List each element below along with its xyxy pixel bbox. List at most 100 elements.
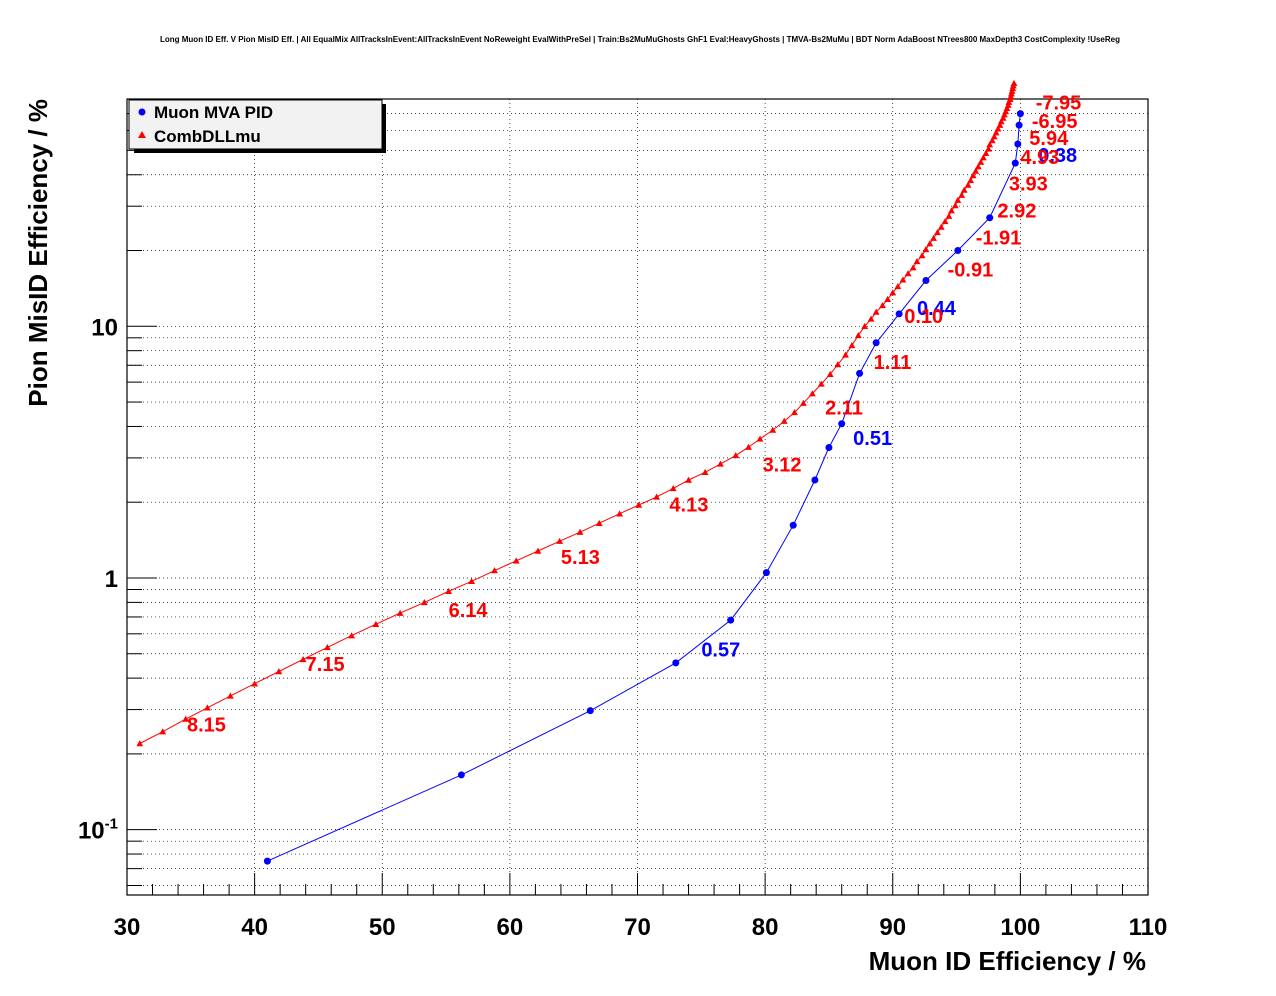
data-point [653,493,661,500]
point-label: -1.91 [976,228,1022,250]
data-point [756,435,764,442]
data-point [817,380,825,387]
data-point [974,163,982,170]
data-point [635,501,643,508]
x-tick-label: 90 [879,914,906,941]
data-point [954,196,962,203]
point-label: 7.15 [306,654,345,676]
y-tick-label: 10 [91,314,118,341]
data-point [420,598,428,606]
data-point [732,451,740,459]
data-point [997,118,1005,125]
grid [127,98,1148,895]
data-point [872,339,880,347]
data-point [1011,159,1019,167]
data-point [948,207,955,214]
data-point [769,426,777,433]
legend-label-mva: Muon MVA PID [154,103,273,122]
y-axis-title: Pion MisID Efficiency / % [23,99,53,407]
data-point [904,270,912,277]
data-point [838,420,846,428]
data-point [994,125,1002,132]
data-point [226,692,234,699]
data-point [909,264,917,271]
data-point [669,484,677,492]
data-point [800,399,807,406]
data-point [672,659,680,667]
data-point [926,240,934,247]
data-point [204,704,211,711]
data-point [1014,140,1022,148]
data-point [960,186,968,193]
data-point [762,569,770,577]
data-point [982,149,990,156]
data-point [992,129,1000,136]
data-point [491,567,498,574]
data-point [727,616,735,624]
data-point [918,252,926,259]
series-line-0 [267,113,1021,862]
data-point [789,521,797,529]
data-point [159,728,167,735]
data-point [889,289,897,296]
point-label: 0.44 [917,298,957,320]
data-point [1010,79,1018,86]
data-point [512,557,520,564]
data-point [937,223,945,230]
data-point [811,476,819,484]
point-label: 6.14 [449,600,489,622]
data-point [348,632,356,639]
data-point [717,460,724,467]
data-point [616,510,624,517]
data-point [1015,121,1023,129]
data-point [534,547,542,554]
data-point [323,643,331,651]
point-label: 0.38 [1038,145,1077,167]
point-label: 1.11 [874,352,912,374]
point-label: 0.57 [701,639,740,661]
data-point [826,370,834,377]
data-point [595,519,603,526]
legend-marker-mva [138,108,146,116]
point-label: 3.12 [763,454,802,476]
data-point [468,577,475,585]
data-point [372,620,380,627]
legend: Muon MVA PID CombDLLmu [128,99,386,153]
x-tick-labels: 30 40 50 60 70 80 90 100 110 [114,914,1168,941]
x-tick-label: 50 [369,914,396,941]
data-point [986,141,994,148]
x-tick-label: 30 [114,914,141,941]
point-label: 5.94 [1029,128,1069,150]
data-point [958,191,966,198]
data-point [457,771,465,779]
data-point [951,202,959,209]
data-point [848,341,856,349]
point-label: 2.92 [997,201,1036,223]
point-label: 2.11 [825,398,863,420]
data-point [996,121,1004,128]
data-point [979,154,987,161]
data-point [930,234,937,241]
data-point [884,295,892,303]
x-tick-label: 110 [1129,914,1168,941]
point-label: -0.91 [948,260,994,282]
series-layer [136,79,1024,865]
data-point [990,133,998,140]
point-label: 8.15 [187,714,226,736]
data-point [986,214,994,222]
data-point [808,390,816,397]
data-point [872,308,880,315]
point-label: 4.93 [1020,147,1059,169]
data-point [586,707,594,715]
data-point [972,167,980,174]
data-point [899,276,907,283]
chart-title: Long Muon ID Eff. V Pion MisID Eff. | Al… [160,35,1120,44]
data-point [299,655,307,663]
legend-box [128,99,383,150]
point-labels: 0.57 0.51 0.44 0.38 8.15 7.15 6.14 5.13 4.13 3.12… [187,92,1081,736]
point-label: 3.93 [1009,173,1048,195]
data-point [791,408,798,416]
data-point [895,310,903,318]
data-point [701,468,709,475]
data-point [182,715,190,722]
